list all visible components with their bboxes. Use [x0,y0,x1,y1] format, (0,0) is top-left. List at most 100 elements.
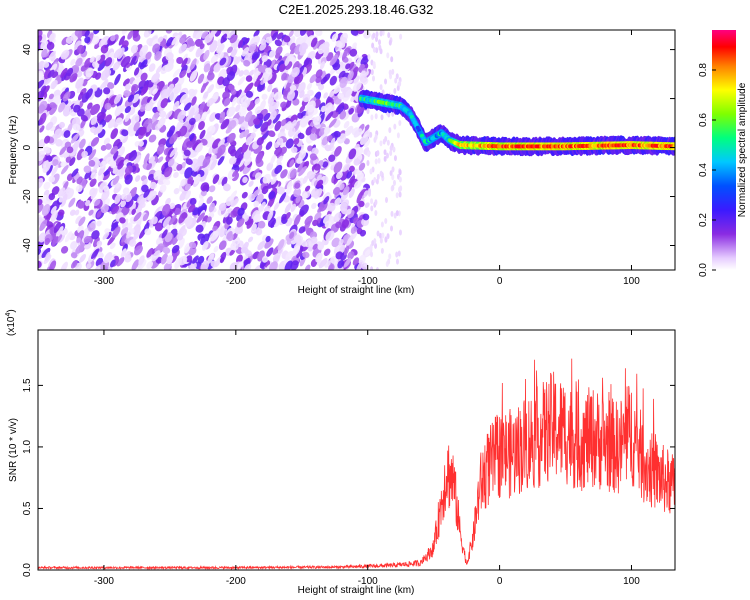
heatmap-cell [171,34,180,46]
colorbar-tick-label: 0.0 [698,263,709,277]
heatmap-cell [318,127,326,137]
heatmap-cell [160,253,168,265]
heatmap-cell [364,202,370,208]
heatmap-cell [184,167,193,179]
heatmap-cell [348,165,355,172]
heatmap-cell [356,262,363,270]
heatmap-cell [341,48,349,61]
heatmap-cell [190,262,197,270]
heatmap-cell [160,98,169,109]
heatmap-cell [237,76,246,86]
heatmap-cells [38,30,675,270]
heatmap-cell [74,30,82,37]
heatmap-cell [291,146,298,154]
heatmap-cell [223,211,229,218]
heatmap-cell [163,166,173,178]
heatmap-cell [256,137,264,146]
heatmap-cell [125,165,133,175]
heatmap-cell [350,30,359,36]
heatmap-cell [180,178,186,186]
heatmap-cell [168,214,177,226]
heatmap-cell [60,67,68,78]
heatmap-cell [144,102,153,112]
heatmap-cell [69,209,76,216]
x-tick-label: -200 [226,576,246,587]
heatmap-cell [370,114,374,121]
heatmap-cell [64,231,73,243]
heatmap-cell [296,246,304,259]
heatmap-cell [332,186,341,195]
heatmap-cell [338,238,344,246]
heatmap-cell [395,192,399,199]
heatmap-cell [112,175,120,186]
heatmap-cell [272,113,281,124]
heatmap-cell [162,216,172,228]
heatmap-cell [230,48,237,58]
heatmap-cell [265,36,273,44]
heatmap-cell [268,49,276,59]
heatmap-cell [281,72,288,81]
heatmap-cell [293,214,301,227]
heatmap-cell [151,216,158,225]
heatmap-cell [370,205,374,212]
heatmap-cell [143,30,152,38]
heatmap-cell [312,40,319,50]
heatmap-cell [38,177,44,190]
heatmap-cell [310,37,318,48]
heatmap-cell [295,195,301,204]
heatmap-cell [376,150,380,157]
heatmap-cell [66,67,74,77]
heatmap-cell [100,145,107,151]
heatmap-cell [230,198,239,208]
heatmap-cell [173,83,182,95]
heatmap-cell [113,48,123,59]
heatmap-cell [71,168,79,178]
heatmap-cell [124,83,131,91]
heatmap-cell [96,210,102,218]
heatmap-cell [333,130,341,138]
heatmap-cell [379,48,383,55]
heatmap-cell [243,69,250,76]
heatmap-cell [160,88,170,99]
heatmap-cell [226,106,236,118]
heatmap-cell [271,180,279,189]
heatmap-cell [123,89,131,98]
heatmap-cell [384,236,388,243]
heatmap-cell [91,248,100,260]
heatmap-cell [103,137,111,146]
heatmap-cell [211,154,217,161]
heatmap-cell [94,199,101,207]
heatmap-cell [181,228,187,237]
heatmap-cell [256,70,264,82]
heatmap-cell [73,104,81,113]
heatmap-cell [112,61,121,71]
heatmap-cell [386,139,390,146]
heatmap-cell [104,102,112,111]
heatmap-cell [124,174,133,185]
heatmap-cell [46,165,53,176]
heatmap-cell [311,127,317,134]
heatmap-cell [370,198,374,205]
heatmap-cell [217,176,226,185]
heatmap-cell [377,157,381,164]
heatmap-cell [129,239,137,247]
heatmap-cell [151,72,160,83]
heatmap-cell [220,118,230,130]
heatmap-cell [72,123,81,131]
heatmap-cell [380,221,384,228]
heatmap-cell [166,256,173,265]
heatmap-cell [348,107,354,115]
heatmap-cell [358,254,366,265]
heatmap-cell [89,103,101,116]
heatmap-cell [155,63,164,74]
heatmap-cell [43,146,51,154]
heatmap-cell [172,68,181,78]
heatmap-cell [122,187,130,195]
heatmap-cell [253,118,261,126]
heatmap-cell [148,84,158,95]
heatmap-cell [345,63,351,70]
heatmap-cell [49,102,57,109]
heatmap-cell [349,48,358,57]
heatmap-cell [257,220,266,229]
